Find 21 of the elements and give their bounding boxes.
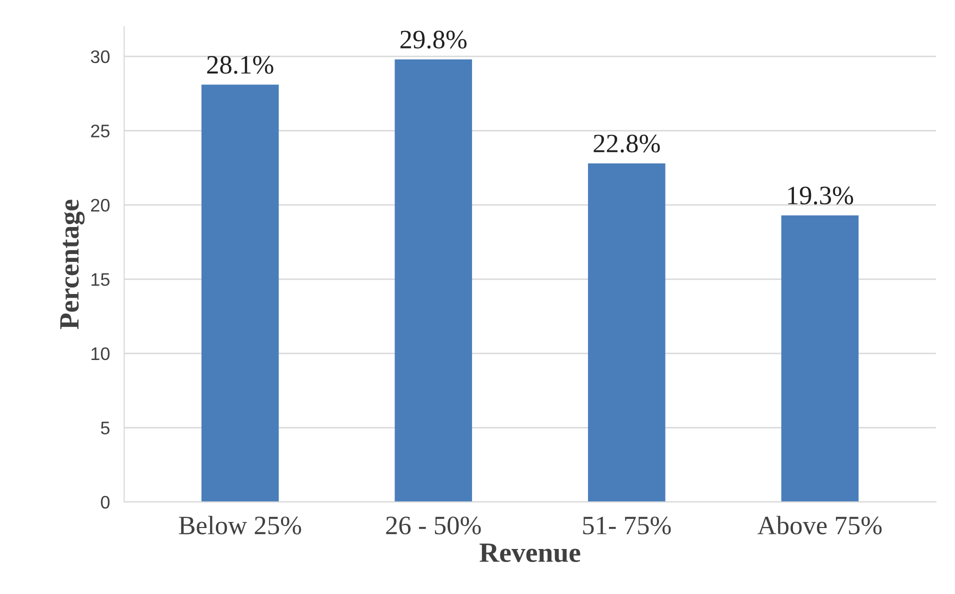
data-label: 19.3% [788,186,854,205]
x-axis-title: Revenue [480,544,580,562]
y-tick-label: 20 [91,198,110,212]
bar [781,215,859,502]
bar [588,163,666,502]
y-axis-title: Percentage [60,200,85,330]
x-tick-label: Below 25% [178,516,302,534]
data-label: 28.1% [207,56,274,74]
x-tick-label: 26 - 50% [386,516,481,534]
data-label: 29.8% [400,30,467,49]
y-tick-label: 25 [91,124,110,138]
data-label: 22.8% [594,134,660,153]
y-tick-label: 15 [92,273,110,286]
y-tick-label: 0 [100,496,110,509]
x-tick-label: Above 75% [758,516,882,534]
y-tick-label: 5 [100,422,110,434]
bar [394,59,472,502]
y-tick-label: 10 [92,347,110,360]
y-tick-label: 30 [90,50,110,64]
bar [201,84,279,502]
x-tick-label: 51- 75% [583,516,671,534]
